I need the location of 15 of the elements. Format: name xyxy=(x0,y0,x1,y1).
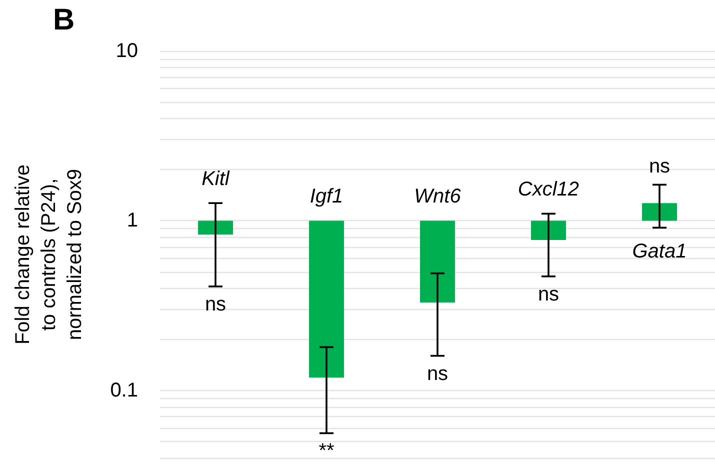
annotation: ns xyxy=(648,156,670,178)
chart-title: B xyxy=(53,4,75,36)
y-tick-label: 1 xyxy=(126,210,138,232)
y-tick-label: 0.1 xyxy=(110,379,138,402)
annotation: ns xyxy=(426,362,448,385)
annotation: ** xyxy=(318,440,334,462)
y-axis-title: Fold change relative to controls (P24), normalized to Sox9 xyxy=(12,164,86,345)
x-tick-label: Gata1 xyxy=(632,240,687,263)
x-tick-label: Kitl xyxy=(202,168,230,190)
x-tick-label: Wnt6 xyxy=(414,186,462,208)
x-tick-label: Cxcl12 xyxy=(518,178,580,201)
annotation: ns xyxy=(538,283,560,306)
x-tick-label: Igf1 xyxy=(310,186,344,208)
y-tick-label: 10 xyxy=(116,40,138,62)
annotation: ns xyxy=(204,293,226,316)
